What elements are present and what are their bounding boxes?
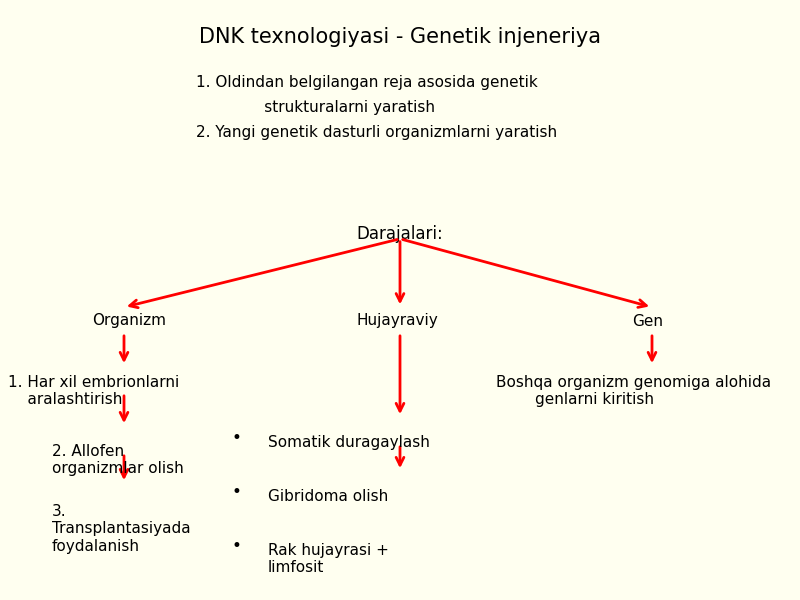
Text: DNK texnologiyasi - Genetik injeneriya: DNK texnologiyasi - Genetik injeneriya (199, 27, 601, 47)
Text: Hujayraviy: Hujayraviy (356, 313, 438, 329)
Text: Somatik duragaylash: Somatik duragaylash (268, 435, 430, 450)
Text: •: • (231, 537, 241, 555)
Text: •: • (231, 483, 241, 501)
Text: 3.
Transplantasiyada
foydalanish: 3. Transplantasiyada foydalanish (52, 504, 190, 554)
Text: Organizm: Organizm (92, 313, 166, 329)
Text: •: • (231, 429, 241, 447)
Text: 1. Har xil embrionlarni
    aralashtirish: 1. Har xil embrionlarni aralashtirish (8, 375, 179, 407)
Text: Gibridoma olish: Gibridoma olish (268, 489, 388, 504)
Text: 2. Yangi genetik dasturli organizmlarni yaratish: 2. Yangi genetik dasturli organizmlarni … (196, 125, 557, 140)
Text: 1. Oldindan belgilangan reja asosida genetik: 1. Oldindan belgilangan reja asosida gen… (196, 75, 538, 90)
Text: 2. Allofen
organizmlar olish: 2. Allofen organizmlar olish (52, 444, 184, 476)
Text: Boshqa organizm genomiga alohida
        genlarni kiritish: Boshqa organizm genomiga alohida genlarn… (496, 375, 771, 407)
Text: strukturalarni yaratish: strukturalarni yaratish (196, 100, 435, 115)
Text: Rak hujayrasi +
limfosit: Rak hujayrasi + limfosit (268, 543, 389, 575)
Text: Darajalari:: Darajalari: (357, 225, 443, 243)
Text: Gen: Gen (632, 313, 663, 329)
